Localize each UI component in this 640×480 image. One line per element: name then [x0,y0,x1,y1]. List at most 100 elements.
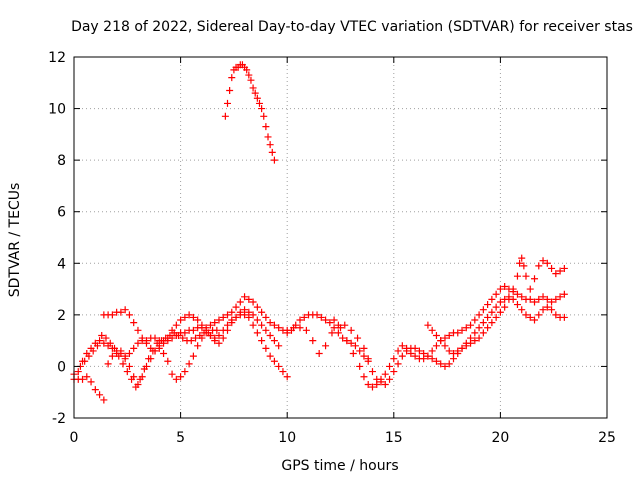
data-point [445,331,453,339]
data-point [462,342,470,350]
data-point [232,313,240,321]
data-point [467,339,475,347]
data-point [81,357,89,365]
data-point [552,270,560,278]
data-point [531,316,539,324]
data-point [151,334,159,342]
data-point [228,319,236,327]
data-point [258,321,266,329]
data-point [488,319,496,327]
data-point [479,329,487,337]
x-tick-label: 10 [278,430,296,446]
data-point [445,347,453,355]
data-point [475,311,483,319]
data-point [424,352,432,360]
data-point [194,316,202,324]
data-point [153,339,161,347]
data-point [313,311,321,319]
data-point [543,303,551,311]
data-point [213,326,221,334]
data-point [309,337,317,345]
data-point [279,368,287,376]
data-point [181,329,189,337]
data-point [518,254,526,262]
data-point [445,360,453,368]
data-point [360,344,368,352]
data-point [270,156,278,164]
data-point [539,293,547,301]
data-point [253,329,261,337]
data-point [108,311,116,319]
grid-lines [74,57,607,418]
data-point [539,306,547,314]
data-point [85,352,93,360]
data-point [189,313,197,321]
data-point [552,311,560,319]
data-point [479,306,487,314]
data-point [475,324,483,332]
data-point [394,347,402,355]
data-point [535,295,543,303]
data-point [484,313,492,321]
data-point [74,368,82,376]
data-point [560,313,568,321]
data-point [125,311,133,319]
x-tick-label: 20 [491,430,509,446]
data-point [253,316,261,324]
data-point [322,342,330,350]
data-point [526,295,534,303]
data-point [253,94,261,102]
data-point [185,360,193,368]
data-point [228,308,236,316]
series-track-7 [330,282,568,391]
data-point [262,313,270,321]
data-point [441,362,449,370]
data-point [108,352,116,360]
y-tick-label: 10 [48,102,66,118]
data-point [492,313,500,321]
data-point [166,331,174,339]
data-point [556,267,564,275]
data-point [398,352,406,360]
data-point [505,295,513,303]
data-point [349,350,357,358]
y-axis-label: SDTVAR / TECUs [7,183,23,298]
data-point [140,365,148,373]
data-point [111,344,119,352]
data-point [174,331,182,339]
data-point [270,357,278,365]
data-point [548,298,556,306]
data-point [394,360,402,368]
data-point [138,334,146,342]
data-point [337,324,344,332]
data-point [185,311,193,319]
data-point [181,313,189,321]
data-point [100,339,108,347]
data-point [119,360,127,368]
y-tick-label: 6 [57,205,66,221]
data-point [211,319,219,327]
data-point [172,321,180,329]
chart-title: Day 218 of 2022, Sidereal Day-to-day VTE… [71,19,633,35]
data-point [290,324,298,332]
data-point [300,313,308,321]
data-point [360,373,368,381]
data-point [356,362,364,370]
data-point [128,375,136,383]
data-point [102,334,110,342]
data-point [155,344,163,352]
data-point [552,295,560,303]
data-point [221,112,229,120]
data-point [115,352,123,360]
data-point [245,308,253,316]
data-point [432,357,440,365]
data-point [232,303,240,311]
data-point [458,344,466,352]
data-point [449,350,457,358]
data-point [215,316,223,324]
data-point [125,362,133,370]
data-point [518,306,526,314]
data-point [356,347,364,355]
